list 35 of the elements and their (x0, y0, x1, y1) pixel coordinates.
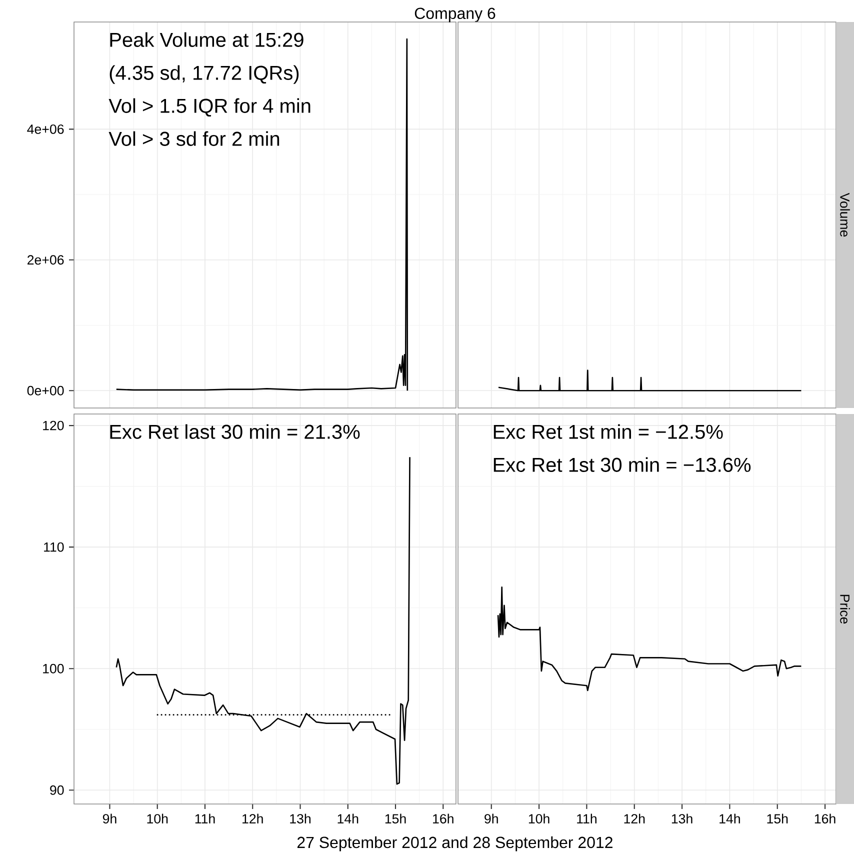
y-tick-label: 100 (42, 664, 64, 674)
y-tick-label: 90 (50, 785, 64, 795)
x-tick-label: 13h (290, 814, 310, 824)
annotation: Vol > 3 sd for 2 min (108, 131, 279, 146)
x-tick-label: 14h (338, 814, 358, 824)
y-axis-title: Price (840, 594, 850, 624)
x-tick-label: 9h (484, 814, 498, 824)
annotation: Exc Ret last 30 min = 21.3% (110, 424, 360, 439)
annotation: Exc Ret 1st min = −12.5% (494, 424, 723, 439)
x-tick-label: 12h (624, 814, 644, 824)
annotation: Vol > 1.5 IQR for 4 min (108, 98, 310, 117)
y-tick-label: 2e+06 (27, 255, 64, 265)
x-tick-label: 12h (242, 814, 263, 824)
x-tick-label: 14h (719, 814, 740, 824)
line-series (116, 456, 410, 785)
y-tick-label: 4e+06 (26, 124, 64, 134)
y-tick-label: 0e+00 (27, 386, 64, 396)
x-tick-label: 10h (147, 814, 168, 824)
x-tick-label: 15h (767, 814, 788, 824)
x-tick-label: 15h (385, 814, 406, 824)
annotation: Exc Ret 1st 30 min = −13.6% (494, 457, 750, 472)
y-axis-title: Volume (840, 192, 850, 237)
annotation: (4.35 sd, 17.72 IQRs) (110, 65, 298, 84)
annotation: Peak Volume at 15:29 (110, 32, 304, 47)
x-axis-title: 27 September 2012 and 28 September 2012 (297, 836, 612, 852)
x-tick-label: 16h (814, 814, 836, 824)
x-tick-label: 11h (195, 814, 215, 824)
x-tick-label: 10h (528, 814, 550, 824)
x-tick-label: 16h (432, 814, 454, 824)
x-tick-label: 11h (576, 814, 596, 824)
x-tick-label: 13h (672, 814, 692, 824)
x-tick-label: 9h (102, 814, 116, 824)
y-tick-label: 110 (44, 542, 64, 552)
y-tick-label: 120 (42, 420, 64, 430)
chart-title: Company 6 (414, 8, 496, 22)
